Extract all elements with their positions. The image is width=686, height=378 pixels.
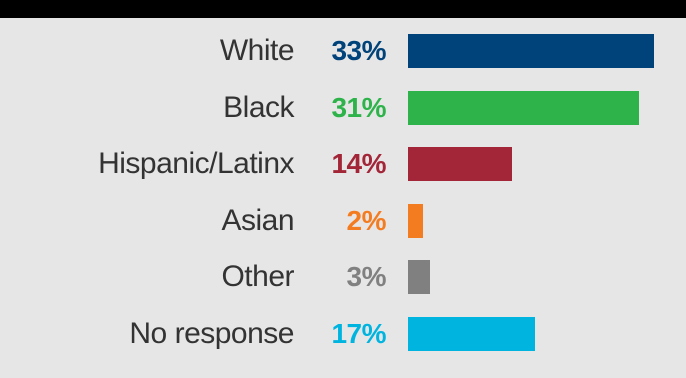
value-label: 31% bbox=[331, 91, 386, 123]
bar bbox=[408, 260, 431, 295]
bar bbox=[408, 90, 640, 125]
bar bbox=[408, 34, 654, 68]
value-label: 33% bbox=[331, 35, 386, 66]
value-label: 17% bbox=[331, 318, 386, 349]
top-band bbox=[0, 0, 686, 18]
bar-row: Hispanic/Latinx 14% bbox=[0, 146, 686, 182]
bar bbox=[408, 203, 423, 238]
bar-row: White 33% bbox=[0, 33, 686, 69]
bar bbox=[408, 317, 535, 351]
category-label: Black bbox=[223, 90, 294, 124]
bar-row: Asian 2% bbox=[0, 203, 686, 239]
bar-row: No response 17% bbox=[0, 316, 686, 352]
category-label: Other bbox=[221, 260, 294, 294]
bar-row: Black 31% bbox=[0, 90, 686, 126]
category-label: Asian bbox=[221, 203, 294, 237]
value-label: 2% bbox=[346, 204, 387, 236]
bar-row: Other 3% bbox=[0, 259, 686, 295]
category-label: No response bbox=[129, 317, 294, 350]
category-label: White bbox=[219, 34, 295, 67]
value-label: 3% bbox=[346, 261, 387, 293]
category-label: Hispanic/Latinx bbox=[98, 147, 294, 181]
value-label: 14% bbox=[331, 148, 386, 180]
bar bbox=[408, 147, 513, 182]
